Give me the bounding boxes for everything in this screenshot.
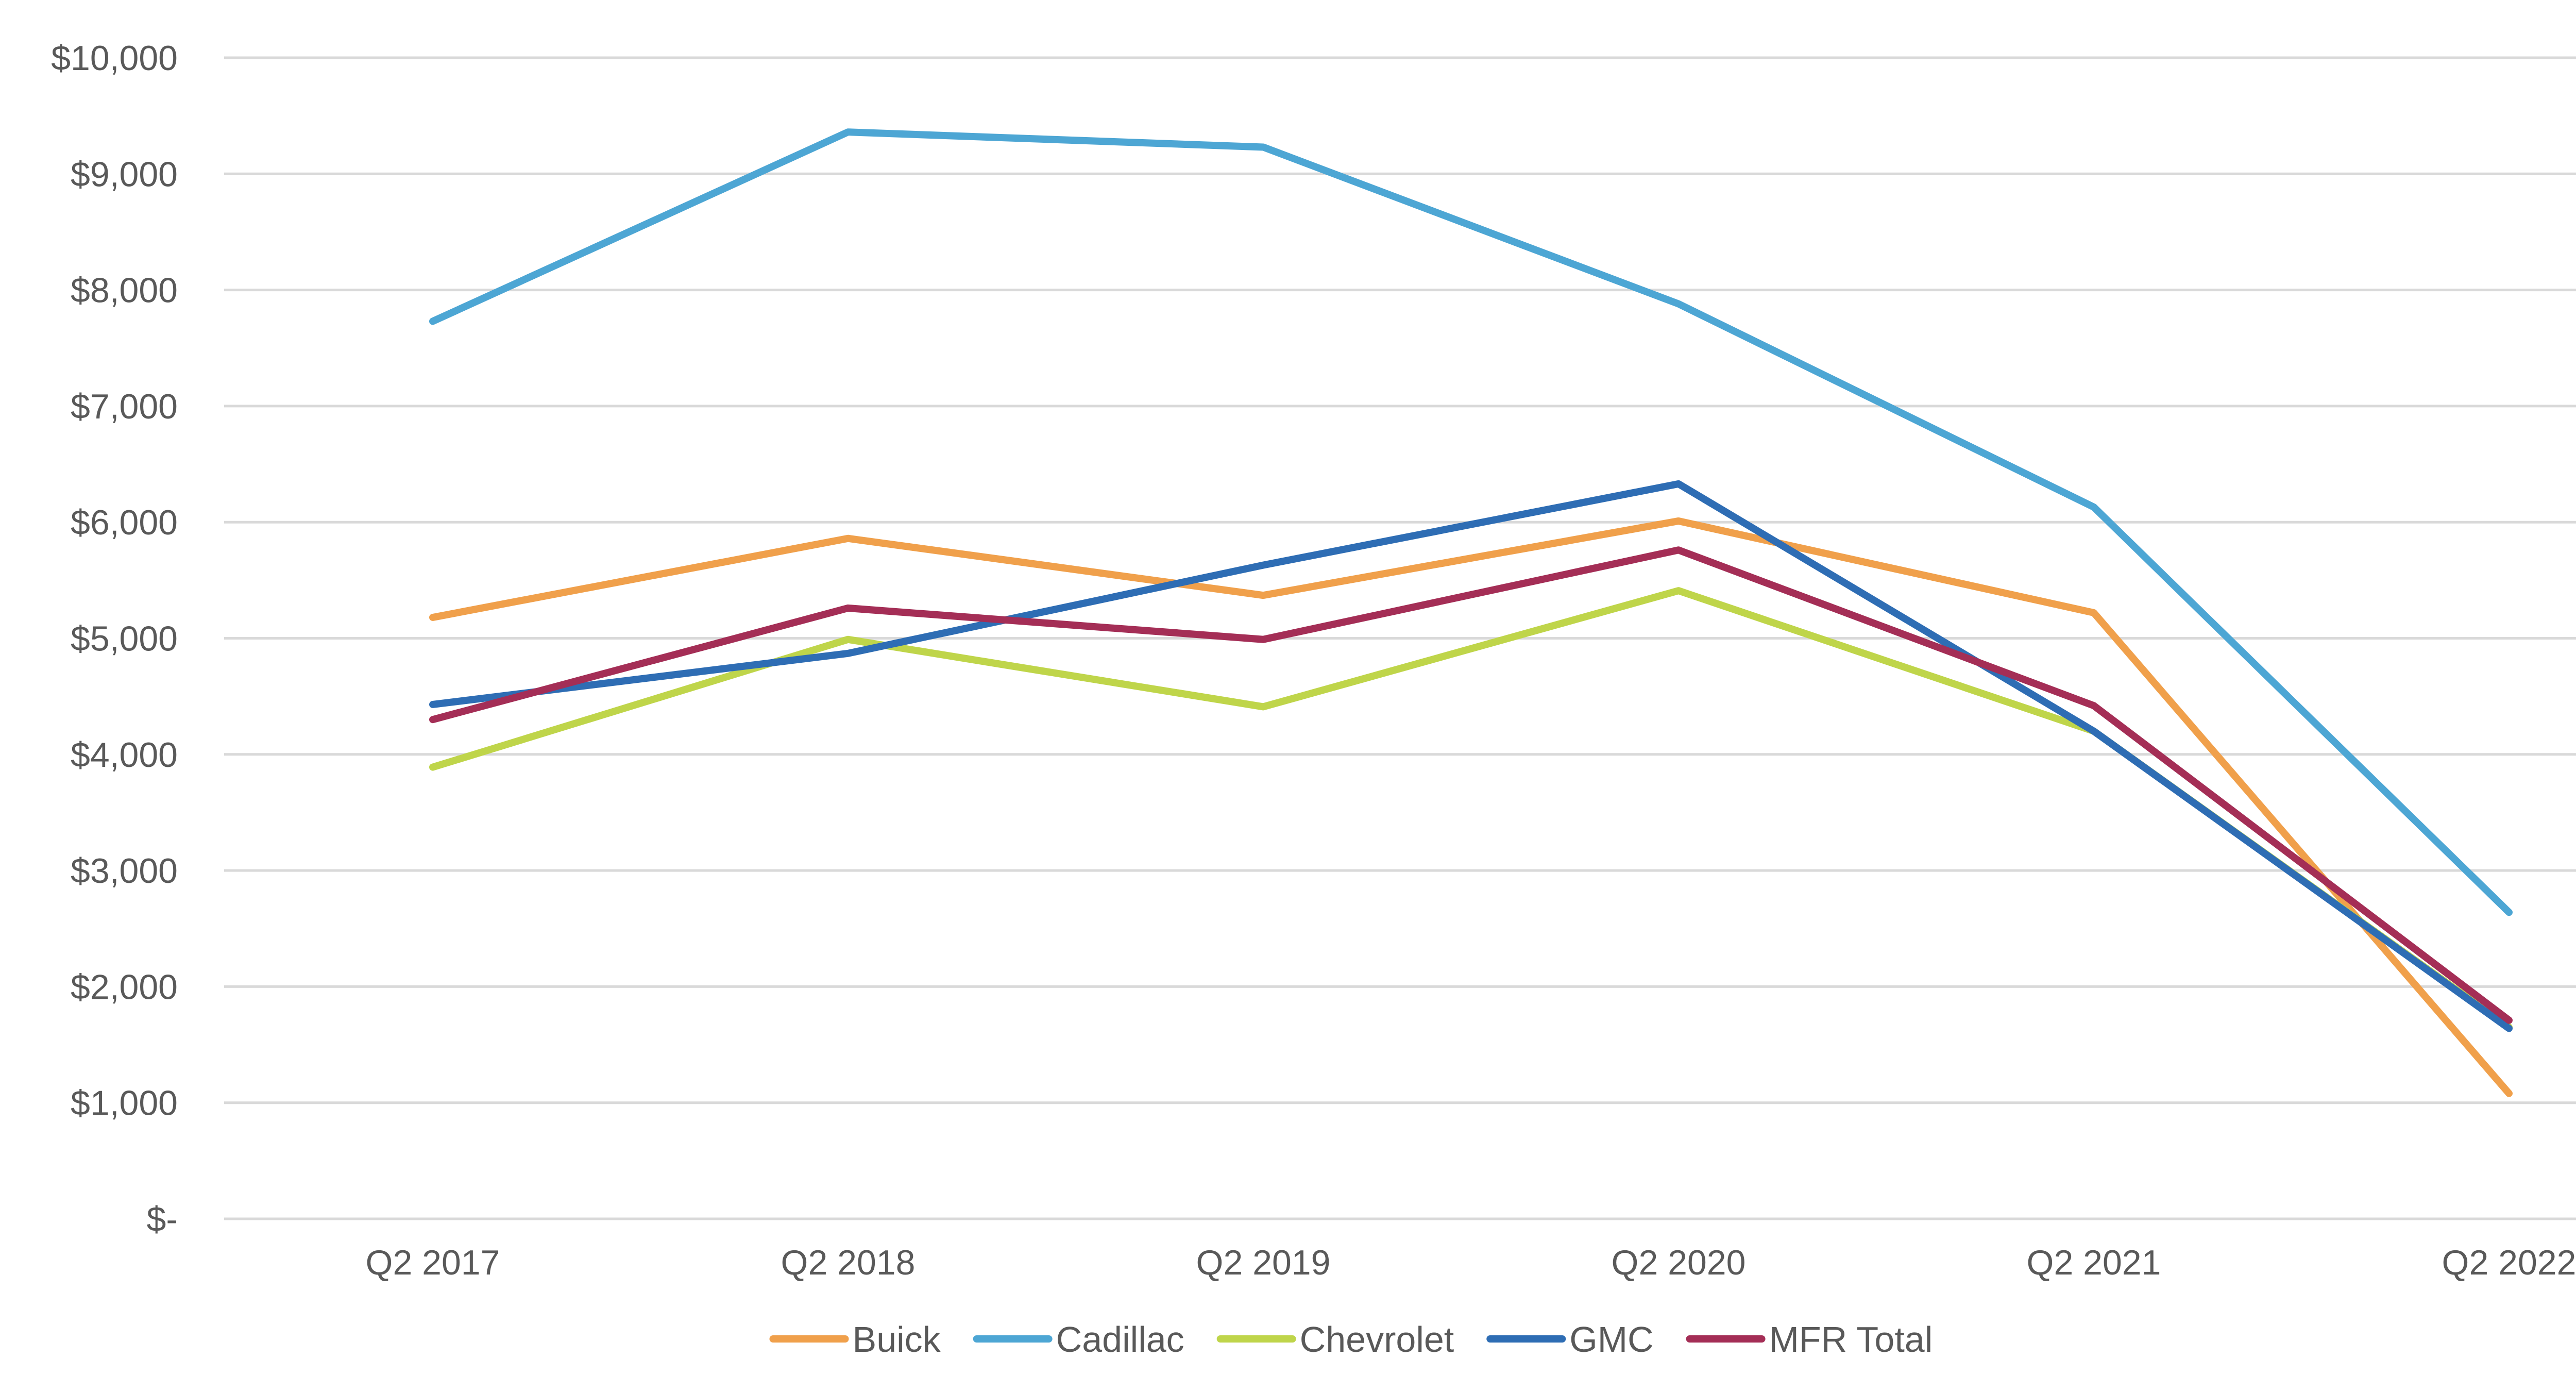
x-tick-label: Q2 2019 — [1196, 1243, 1331, 1282]
gridlines — [224, 56, 2576, 1220]
x-axis-tick-labels: Q2 2017 Q2 2018 Q2 2019 Q2 2020 Q2 2021 Q2 20… — [366, 1243, 2576, 1282]
x-tick-label: Q2 2020 — [1612, 1243, 1746, 1282]
legend-item-cadillac: Cadillac — [973, 1319, 1184, 1360]
legend-item-mfr-total: MFR Total — [1686, 1319, 1933, 1360]
series-line-buick — [429, 517, 2513, 1097]
y-tick-label: $- — [147, 1200, 178, 1239]
legend-label: Cadillac — [1056, 1319, 1184, 1360]
x-tick-label: Q2 2021 — [2027, 1243, 2161, 1282]
y-tick-label: $6,000 — [71, 503, 178, 542]
series-line-gmc — [429, 480, 2513, 1032]
x-tick-label: Q2 2018 — [781, 1243, 916, 1282]
y-tick-label: $1,000 — [71, 1084, 178, 1123]
series-lines — [429, 128, 2513, 1097]
legend-item-chevrolet: Chevrolet — [1216, 1319, 1454, 1360]
series-line-cadillac — [429, 128, 2513, 916]
series-line-mfr-total — [429, 546, 2513, 1024]
legend-item-gmc: GMC — [1486, 1319, 1654, 1360]
y-tick-label: $8,000 — [71, 271, 178, 310]
x-tick-label: Q2 2017 — [366, 1243, 500, 1282]
y-tick-label: $4,000 — [71, 735, 178, 775]
legend-item-buick: Buick — [769, 1319, 941, 1360]
legend-label: GMC — [1569, 1319, 1653, 1360]
y-tick-label: $5,000 — [71, 619, 178, 659]
y-tick-label: $2,000 — [71, 967, 178, 1007]
legend-label: MFR Total — [1769, 1319, 1933, 1360]
y-tick-label: $9,000 — [71, 155, 178, 194]
y-tick-label: $10,000 — [51, 39, 178, 78]
y-tick-label: $3,000 — [71, 851, 178, 891]
legend-label: Chevrolet — [1300, 1319, 1454, 1360]
legend: Buick Cadillac Chevrolet GMC MFR Total — [769, 1319, 1933, 1360]
y-axis-tick-labels: $- $1,000 $2,000 $3,000 $4,000 $5,000 $6,000 $7… — [51, 39, 178, 1239]
legend-label: Buick — [853, 1319, 941, 1360]
y-tick-label: $7,000 — [71, 387, 178, 426]
x-tick-label: Q2 2022 — [2442, 1243, 2576, 1282]
